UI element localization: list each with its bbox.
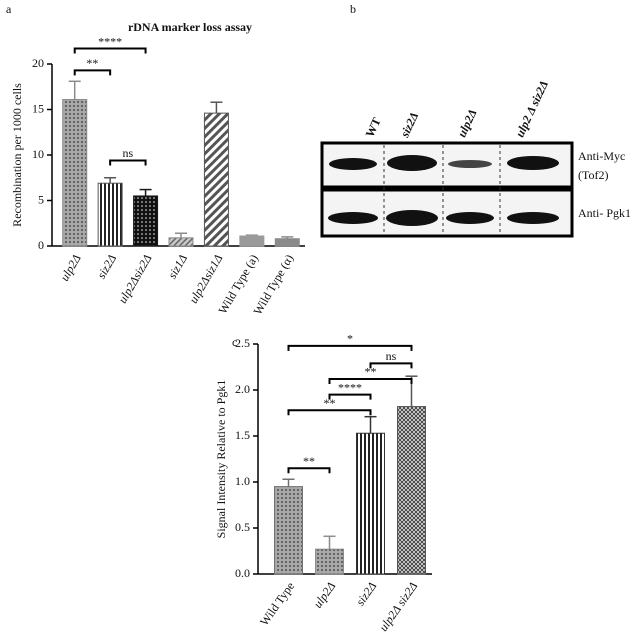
y-axis-label: Signal Intensity Relative to Pgk1 [214, 380, 228, 539]
bar [62, 98, 88, 247]
x-tick-label: ulp2Δsiz1Δ [186, 252, 225, 306]
significance-bracket [73, 69, 112, 76]
lane-label: ulp2Δ [455, 107, 480, 140]
y-tick-label: 5 [38, 192, 44, 206]
significance-label: ** [365, 365, 377, 379]
significance-bracket [287, 344, 413, 351]
x-tick-label: ulp2Δ siz2Δ [376, 579, 420, 634]
bar [239, 235, 265, 247]
y-tick-label: 1.5 [235, 428, 250, 442]
bar [97, 182, 123, 247]
significance-bracket [328, 393, 372, 400]
x-tick-label: siz2Δ [94, 252, 119, 281]
y-tick-label: 0.0 [235, 566, 250, 580]
significance-bracket [109, 159, 147, 166]
bar [397, 406, 426, 575]
x-tick-label: Wild Type [257, 579, 297, 628]
bar [203, 112, 229, 247]
significance-bracket [73, 47, 147, 54]
x-tick-label: ulp2Δsiz2Δ [115, 252, 154, 306]
significance-label: * [347, 332, 353, 346]
y-tick-label: 1.0 [235, 474, 250, 488]
significance-bracket [328, 377, 413, 384]
significance-label: ns [386, 349, 397, 363]
significance-bracket [369, 362, 413, 369]
y-tick-label: 2.5 [235, 336, 250, 350]
lane-label: WT [363, 115, 384, 139]
y-tick-label: 0.5 [235, 520, 250, 534]
chart-title: rDNA marker loss assay [128, 20, 252, 34]
significance-label: ** [86, 56, 98, 70]
bar [274, 486, 303, 575]
bar [356, 432, 385, 575]
row-label: (Tof2) [578, 168, 608, 182]
y-axis-label: Recombination per 1000 cells [10, 83, 24, 227]
panel-label: a [6, 2, 12, 16]
panel-label: c [232, 335, 237, 349]
blot [320, 141, 574, 238]
x-tick-label: siz1Δ [165, 252, 190, 281]
significance-label: ** [303, 454, 315, 468]
bar [168, 237, 194, 247]
x-tick-label: ulp2Δ [310, 579, 338, 610]
significance-label: **** [98, 34, 122, 48]
row-label: Anti-Myc [578, 149, 625, 163]
significance-label: **** [338, 380, 362, 394]
bar [315, 548, 344, 575]
bar [274, 238, 300, 247]
x-tick-label: siz2Δ [353, 579, 379, 608]
significance-label: ns [123, 146, 134, 160]
bar [133, 195, 159, 247]
significance-bracket [287, 409, 372, 416]
panel-label: b [350, 2, 356, 16]
significance-bracket [287, 467, 331, 474]
y-tick-label: 0 [38, 238, 44, 252]
x-tick-label: ulp2Δ [57, 252, 83, 284]
lane-label: ulp2 Δ siz2Δ [513, 78, 552, 139]
row-label: Anti- Pgk1 [578, 206, 631, 220]
significance-label: ** [324, 396, 336, 410]
y-tick-label: 20 [32, 56, 44, 70]
lane-label: siz2Δ [397, 110, 421, 141]
y-tick-label: 2.0 [235, 382, 250, 396]
y-tick-label: 10 [32, 147, 44, 161]
y-tick-label: 15 [32, 101, 44, 115]
